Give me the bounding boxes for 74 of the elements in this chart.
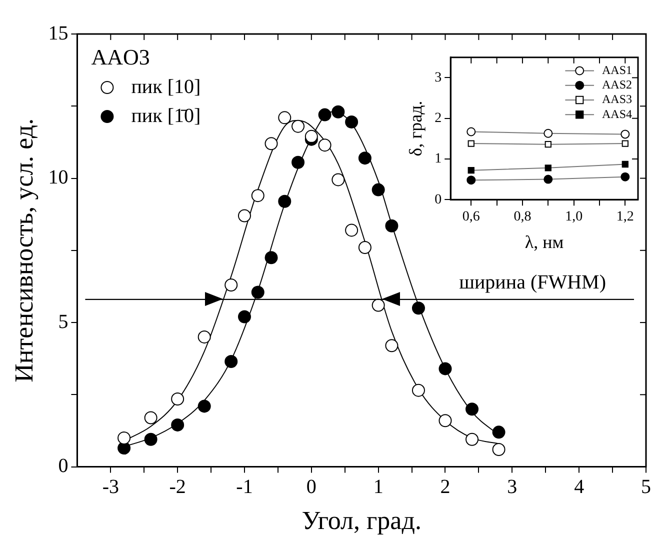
x-tick-label: 1 <box>373 476 384 498</box>
x-tick-label: -3 <box>102 476 119 498</box>
x-tick-label: -1 <box>236 476 253 498</box>
y-tick-label: 3 <box>434 70 442 86</box>
point <box>264 251 278 264</box>
y-tick-label: 2 <box>434 111 442 126</box>
legend-label: пик [10] <box>131 76 201 98</box>
point <box>544 141 552 148</box>
x-tick-label: 4 <box>574 476 584 498</box>
point <box>318 108 332 122</box>
legend-label: пик [1̄0] <box>131 104 201 127</box>
legend-label: AAS4 <box>602 106 632 121</box>
point <box>438 414 452 428</box>
x-tick-label: -2 <box>169 476 186 498</box>
point <box>224 278 238 292</box>
point <box>544 174 553 184</box>
legend-title: AAO3 <box>91 44 150 70</box>
x-axis-title: λ, нм <box>524 232 564 252</box>
point <box>251 189 264 202</box>
point <box>622 160 628 168</box>
point <box>292 156 305 169</box>
y-axis-title: δ, град. <box>406 100 426 156</box>
point <box>304 130 318 143</box>
x-tick-label: 1,2 <box>616 210 634 225</box>
point <box>620 172 630 182</box>
point <box>118 431 131 444</box>
point <box>620 130 630 139</box>
point <box>238 310 251 324</box>
point <box>466 432 479 446</box>
x-tick-label: 0,6 <box>462 210 480 225</box>
y-tick-label: 1 <box>434 152 442 167</box>
point <box>278 194 292 208</box>
point <box>468 167 474 174</box>
point <box>224 354 238 368</box>
point <box>171 418 184 432</box>
point <box>544 128 553 138</box>
y-axis-title: Интенсивность, усл. ед. <box>9 118 38 382</box>
point <box>412 302 425 315</box>
x-axis-title: Угол, град. <box>302 506 422 536</box>
point <box>332 105 345 118</box>
point <box>492 426 506 439</box>
point <box>198 400 211 413</box>
point <box>622 140 628 147</box>
x-tick-label: 0 <box>306 476 316 498</box>
point <box>544 164 552 172</box>
point <box>318 138 332 152</box>
point <box>438 362 452 376</box>
point <box>466 402 479 416</box>
point <box>264 137 278 150</box>
point <box>251 286 264 299</box>
point <box>385 219 398 232</box>
point <box>345 116 358 129</box>
point <box>372 183 385 196</box>
point <box>144 432 158 446</box>
legend-label: AAS3 <box>602 92 632 106</box>
y-tick-label: 0 <box>434 192 442 208</box>
point <box>468 140 474 147</box>
point <box>412 384 425 397</box>
point <box>466 176 476 185</box>
x-tick-label: 5 <box>641 476 651 498</box>
point <box>466 127 476 136</box>
y-tick-label: 0 <box>58 455 68 478</box>
ref-line-label: ширина (FWHM) <box>459 272 606 294</box>
x-tick-label: 0,8 <box>514 210 532 225</box>
y-tick-label: 10 <box>48 166 68 189</box>
legend-label: AAS1 <box>602 62 632 77</box>
legend-label: AAS2 <box>602 78 632 92</box>
x-tick-label: 1,0 <box>565 210 583 225</box>
point <box>171 392 184 406</box>
y-tick-label: 5 <box>58 310 68 333</box>
x-tick-label: 3 <box>507 476 518 498</box>
point <box>358 152 372 165</box>
y-tick-label: 15 <box>48 22 68 44</box>
point <box>358 241 372 254</box>
